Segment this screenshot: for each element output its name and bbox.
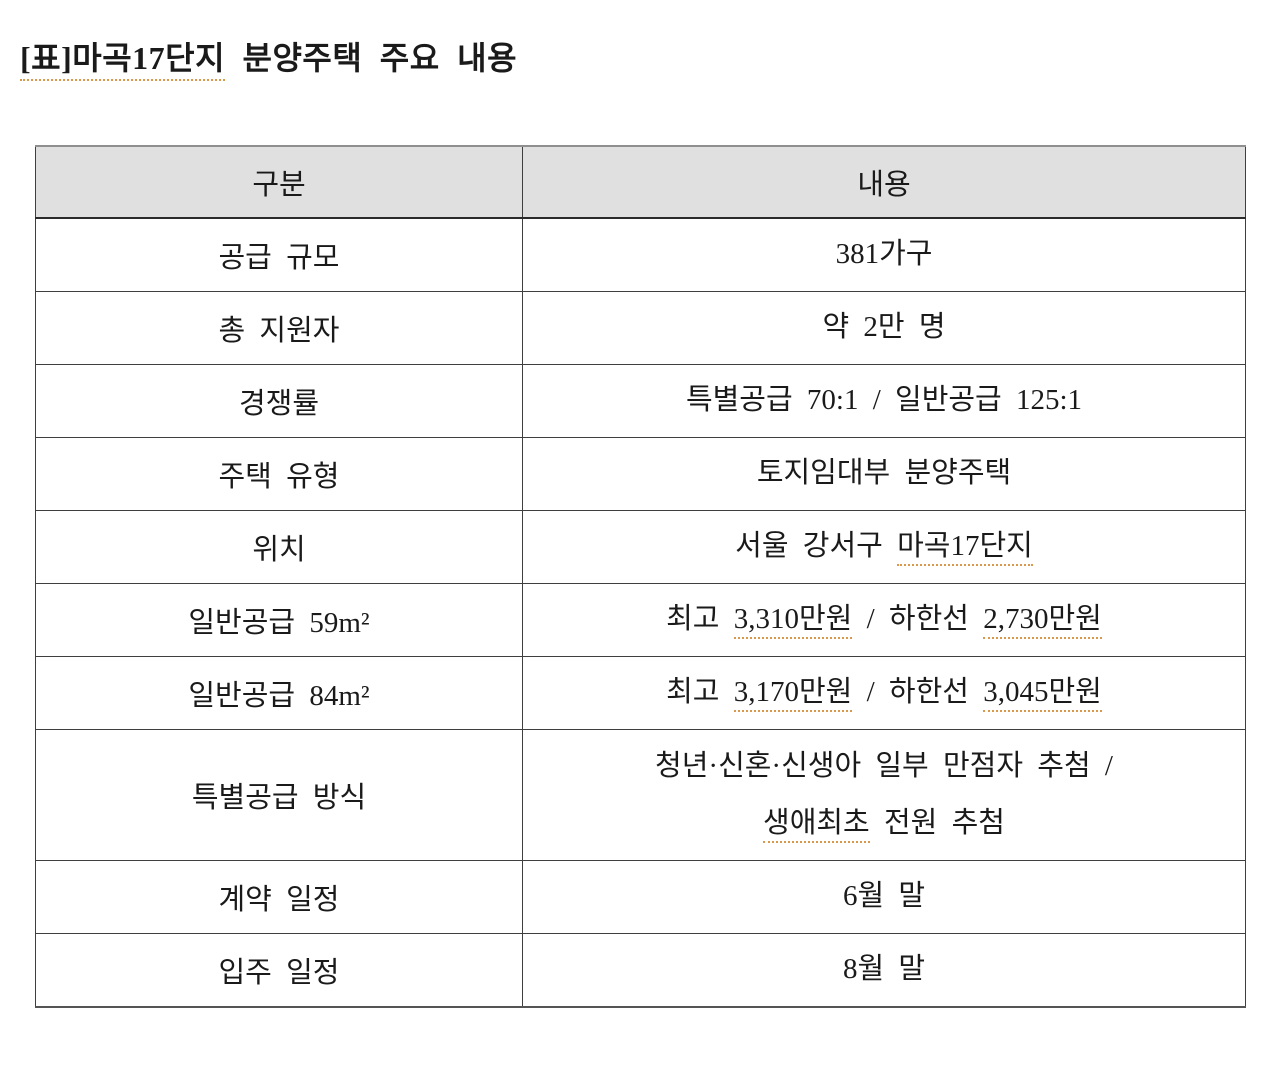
title-rest-text: 분양주택 주요 내용 <box>225 40 518 76</box>
row-value-cell: 381가구 <box>522 217 1246 292</box>
row-label-cell: 총 지원자 <box>35 291 523 365</box>
table-row: 경쟁률 특별공급 70:1 / 일반공급 125:1 <box>35 364 1246 438</box>
row-label-cell: 위치 <box>35 510 523 584</box>
column-header-content: 내용 <box>522 145 1246 219</box>
row-label-cell: 일반공급 59m² <box>35 583 523 657</box>
title-underlined-text: [표]마곡17단지 <box>20 40 226 81</box>
value-line: 서울 강서구 마곡17단지 <box>523 530 1245 567</box>
value-text: 최고 <box>666 676 734 709</box>
spellcheck-underlined-text: 3,045만원 <box>983 676 1102 713</box>
value-line: 생애최초 전원 추첨 <box>523 807 1245 843</box>
value-text: 특별공급 70:1 / 일반공급 125:1 <box>685 384 1083 417</box>
spellcheck-underlined-text: 2,730만원 <box>983 603 1102 640</box>
page-title: [표]마곡17단지 분양주택 주요 내용 <box>20 33 518 81</box>
row-value-cell: 최고 3,310만원 / 하한선 2,730만원 <box>522 583 1246 657</box>
row-value-cell: 6월 말 <box>522 860 1246 934</box>
value-text: 토지임대부 분양주택 <box>756 457 1012 490</box>
row-value-cell: 8월 말 <box>522 933 1246 1008</box>
value-text: / 하한선 <box>852 676 984 709</box>
value-text: 약 2만 명 <box>822 311 946 344</box>
row-label-cell: 경쟁률 <box>35 364 523 438</box>
row-label-cell: 주택 유형 <box>35 437 523 511</box>
table-row: 공급 규모 381가구 <box>35 217 1246 292</box>
row-value-cell: 청년·신혼·신생아 일부 만점자 추첨 / 생애최초 전원 추첨 <box>522 729 1246 861</box>
table-row: 위치 서울 강서구 마곡17단지 <box>35 510 1246 584</box>
row-value-cell: 서울 강서구 마곡17단지 <box>522 510 1246 584</box>
value-text: 381가구 <box>835 238 933 271</box>
value-line: 특별공급 70:1 / 일반공급 125:1 <box>523 384 1245 417</box>
row-value-cell: 최고 3,170만원 / 하한선 3,045만원 <box>522 656 1246 730</box>
spellcheck-underlined-text: 3,170만원 <box>733 676 853 713</box>
row-label-cell: 일반공급 84m² <box>35 656 523 730</box>
table-row: 일반공급 59m² 최고 3,310만원 / 하한선 2,730만원 <box>35 583 1246 657</box>
table-header-row: 구분 내용 <box>35 145 1246 219</box>
table-row: 일반공급 84m² 최고 3,170만원 / 하한선 3,045만원 <box>35 656 1246 730</box>
value-line: 6월 말 <box>523 880 1245 913</box>
value-line: 8월 말 <box>523 953 1245 986</box>
spellcheck-underlined-text: 마곡17단지 <box>897 530 1033 567</box>
value-line: 청년·신혼·신생아 일부 만점자 추첨 / <box>523 750 1245 783</box>
value-text: 최고 <box>666 603 734 636</box>
value-line: 약 2만 명 <box>523 311 1245 344</box>
row-value-cell: 약 2만 명 <box>522 291 1246 365</box>
row-value-cell: 토지임대부 분양주택 <box>522 437 1246 511</box>
table-row: 주택 유형 토지임대부 분양주택 <box>35 437 1246 511</box>
row-label-cell: 특별공급 방식 <box>35 729 523 861</box>
table-row: 총 지원자 약 2만 명 <box>35 291 1246 365</box>
table-row: 입주 일정 8월 말 <box>35 933 1246 1008</box>
value-line: 최고 3,170만원 / 하한선 3,045만원 <box>523 676 1245 713</box>
table-row: 특별공급 방식 청년·신혼·신생아 일부 만점자 추첨 / 생애최초 전원 추첨 <box>35 729 1246 861</box>
value-text: / 하한선 <box>852 603 984 636</box>
spellcheck-underlined-text: 생애최초 <box>763 807 870 843</box>
value-text: 6월 말 <box>842 880 926 913</box>
value-text: 청년·신혼·신생아 일부 만점자 추첨 / <box>655 749 1113 782</box>
value-text: 서울 강서구 <box>735 530 898 563</box>
row-label-cell: 공급 규모 <box>35 217 523 292</box>
table-row: 계약 일정 6월 말 <box>35 860 1246 934</box>
row-value-cell: 특별공급 70:1 / 일반공급 125:1 <box>522 364 1246 438</box>
row-label-cell: 입주 일정 <box>35 933 523 1008</box>
value-line: 최고 3,310만원 / 하한선 2,730만원 <box>523 603 1245 640</box>
value-text: 8월 말 <box>842 953 926 986</box>
row-label-cell: 계약 일정 <box>35 860 523 934</box>
value-line: 381가구 <box>523 238 1245 271</box>
spellcheck-underlined-text: 3,310만원 <box>733 603 853 640</box>
column-header-category: 구분 <box>35 145 523 219</box>
value-text: 전원 추첨 <box>869 807 1005 839</box>
value-line: 토지임대부 분양주택 <box>523 457 1245 490</box>
